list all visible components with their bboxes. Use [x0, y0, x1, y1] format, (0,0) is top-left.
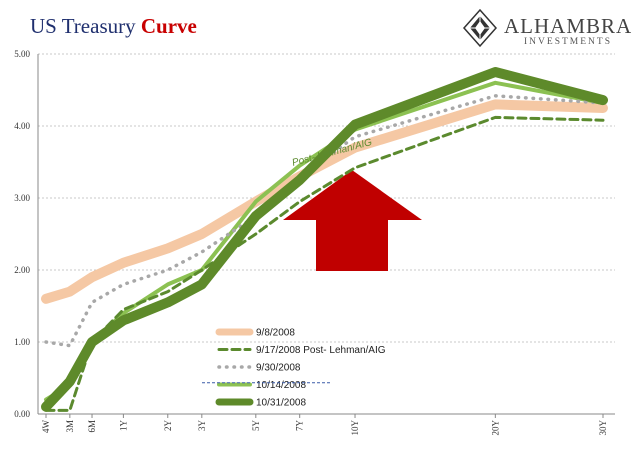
y-tick-label: 2.00 [14, 265, 30, 275]
chart-title-accent: Curve [140, 14, 197, 38]
x-axis: 4W 3M 6M 1Y 2Y 3Y 5Y 7Y 10Y 20Y 30Y [38, 413, 615, 436]
chart-title: US Treasury Curve [30, 14, 197, 39]
x-tick-label: 7Y [295, 420, 305, 432]
y-tick-label: 1.00 [14, 337, 30, 347]
y-axis: 0.00 1.00 2.00 3.00 4.00 5.00 [14, 49, 39, 419]
legend-label: 9/17/2008 Post- Lehman/AIG [256, 345, 386, 356]
series-line [41, 99, 608, 304]
series-line [44, 94, 605, 348]
series-line [41, 67, 608, 412]
legend-label: 9/8/2008 [256, 328, 295, 339]
logo-name: ALHAMBRA [504, 14, 633, 38]
alhambra-logo-icon [462, 8, 498, 48]
x-tick-label: 2Y [163, 420, 173, 432]
legend-label: 10/31/2008 [256, 398, 306, 409]
chart-series [41, 67, 608, 412]
chart-legend: 9/8/2008 9/17/2008 Post- Lehman/AIG 9/30/2… [202, 328, 386, 409]
logo-subtitle: INVESTMENTS [524, 37, 612, 47]
y-tick-label: 0.00 [14, 409, 30, 419]
legend-label: 10/14/2008 [256, 380, 306, 391]
chart-title-main: US Treasury [30, 14, 136, 38]
y-tick-label: 3.00 [14, 193, 30, 203]
x-tick-label: 30Y [598, 420, 608, 436]
x-tick-label: 4W [41, 420, 51, 434]
x-tick-label: 5Y [251, 420, 261, 432]
x-tick-label: 3M [65, 420, 75, 433]
x-tick-label: 20Y [490, 420, 500, 436]
x-tick-label: 6M [87, 420, 97, 433]
legend-label: 9/30/2008 [256, 363, 301, 374]
y-tick-label: 5.00 [14, 49, 30, 59]
x-tick-label: 3Y [197, 420, 207, 432]
up-arrow-shape [283, 170, 422, 271]
y-tick-label: 4.00 [14, 121, 30, 131]
x-tick-label: 10Y [350, 420, 360, 436]
x-tick-label: 1Y [118, 420, 128, 432]
alhambra-logo: ALHAMBRA INVESTMENTS [462, 8, 632, 48]
